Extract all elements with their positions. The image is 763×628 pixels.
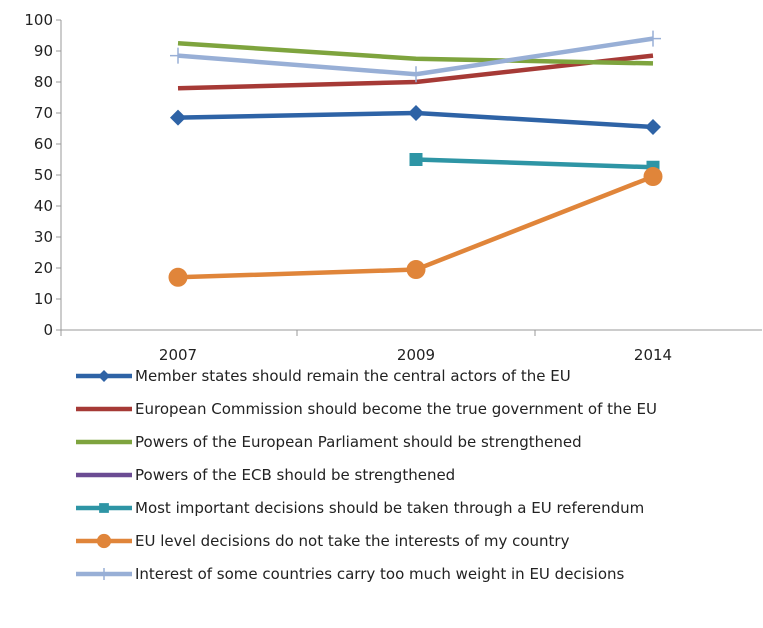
legend-item: EU level decisions do not take the inter…	[76, 532, 570, 550]
y-tick-label: 30	[34, 228, 53, 246]
circle-marker	[96, 533, 112, 549]
circle-marker	[406, 260, 426, 280]
legend-label: EU level decisions do not take the inter…	[135, 532, 570, 550]
y-tick-label: 0	[43, 321, 53, 339]
legend-label: Most important decisions should be taken…	[135, 499, 644, 517]
y-tick-label: 20	[34, 259, 53, 277]
legend-label: Interest of some countries carry too muc…	[135, 565, 625, 583]
diamond-marker	[170, 109, 186, 126]
legend-item: Most important decisions should be taken…	[76, 499, 644, 517]
y-tick-label: 50	[34, 166, 53, 184]
y-tick-label: 100	[24, 11, 53, 29]
diamond-marker	[645, 118, 661, 135]
axes: 0 10 20 30 40 50 60 70 80 90 100 2007 2009 2014	[24, 11, 762, 364]
diamond-marker	[98, 370, 110, 382]
circle-marker	[168, 267, 188, 287]
circle-marker	[643, 167, 663, 187]
plot-area	[168, 30, 663, 287]
x-tick-label: 2009	[397, 346, 435, 364]
series-5	[409, 153, 660, 174]
series-6	[168, 167, 663, 287]
x-tick-label: 2014	[634, 346, 672, 364]
legend-item: Member states should remain the central …	[76, 367, 571, 385]
y-tick-label: 80	[34, 73, 53, 91]
square-marker	[409, 153, 423, 166]
legend-item: Powers of the European Parliament should…	[76, 433, 582, 451]
diamond-marker	[408, 105, 424, 121]
y-tick-label: 70	[34, 104, 53, 122]
legend-label: Member states should remain the central …	[135, 367, 571, 385]
legend-label: Powers of the European Parliament should…	[135, 433, 582, 451]
y-tick-label: 60	[34, 135, 53, 153]
legend-item: European Commission should become the tr…	[76, 400, 657, 418]
series-line	[415, 157, 654, 170]
y-tick-label: 10	[34, 290, 53, 308]
y-tick-label: 40	[34, 197, 53, 215]
legend-label: Powers of the ECB should be strengthened	[135, 466, 455, 484]
legend-item: Powers of the ECB should be strengthened	[76, 466, 455, 484]
series-3	[177, 41, 654, 66]
legend-item: Interest of some countries carry too muc…	[76, 565, 625, 583]
series-7	[170, 30, 661, 83]
legend-label: European Commission should become the tr…	[135, 400, 657, 418]
series-1	[170, 105, 661, 135]
series-line	[177, 41, 654, 66]
x-tick-label: 2007	[159, 346, 197, 364]
square-marker	[99, 503, 109, 513]
legend: Member states should remain the central …	[76, 367, 657, 583]
y-tick-label: 90	[34, 42, 53, 60]
